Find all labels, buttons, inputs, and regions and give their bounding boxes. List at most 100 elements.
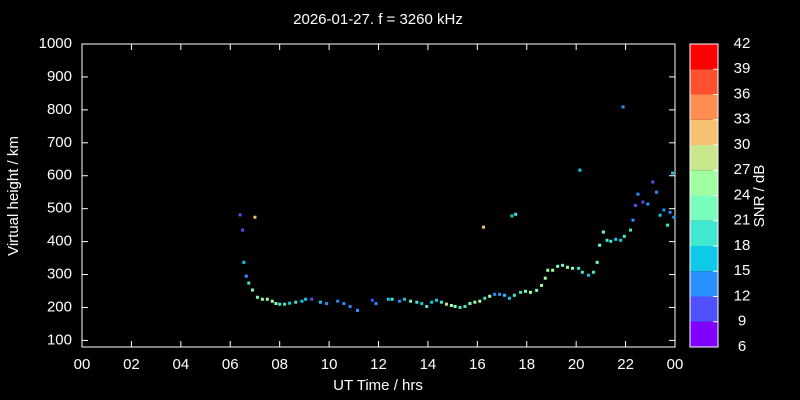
data-point [546,268,550,272]
x-tick-label: 08 [271,356,288,373]
data-point [631,218,635,222]
colorbar-tick-label: 21 [734,212,751,229]
data-point [633,203,637,207]
data-point [566,265,570,269]
data-point [598,243,602,247]
data-point [519,290,523,294]
colorbar-cell [690,69,718,95]
data-point [283,302,287,306]
data-point [425,304,429,308]
data-point [294,300,298,304]
data-point [595,260,599,264]
data-point [524,289,528,293]
colorbar-tick-label: 42 [734,35,751,52]
data-point [601,230,605,234]
data-point [304,297,308,301]
x-tick-label: 10 [321,356,338,373]
y-tick-label: 400 [47,233,72,250]
colorbar-tick-label: 30 [734,136,751,153]
data-point [528,290,532,294]
data-point [651,180,655,184]
colorbar-cell [690,44,718,70]
x-tick-label: 06 [222,356,239,373]
x-tick-label: 14 [420,356,437,373]
x-tick-label: 18 [518,356,535,373]
data-point [463,304,467,308]
data-point [605,238,609,242]
data-point [580,270,584,274]
data-point [672,215,676,219]
data-point [390,297,394,301]
data-point [507,296,511,300]
colorbar-tick-label: 9 [738,313,746,330]
x-tick-label: 16 [469,356,486,373]
colorbar-label: SNR / dB [751,165,768,228]
colorbar-cell [690,246,718,272]
data-point [646,202,650,206]
x-tick-label: 12 [370,356,387,373]
x-tick-label: 22 [617,356,634,373]
colorbar-cell [690,94,718,120]
data-point [587,273,591,277]
data-point [310,297,314,301]
y-tick-label: 600 [47,167,72,184]
colorbar-tick-label: 24 [734,186,751,203]
data-point [386,297,390,301]
data-point [449,304,453,308]
data-point [654,190,658,194]
data-point [629,228,633,232]
data-point [242,260,246,264]
data-point [483,296,487,300]
data-point [253,215,257,219]
data-point [614,237,618,241]
colorbar-tick-label: 6 [738,338,746,355]
x-tick-label: 00 [667,356,684,373]
data-point [415,300,419,304]
data-point [658,213,662,217]
data-point [402,297,406,301]
y-tick-label: 100 [47,331,72,348]
x-tick-label: 00 [74,356,91,373]
colorbar-cell [690,170,718,196]
data-point [498,292,502,296]
data-point [551,268,555,272]
data-point [278,302,282,306]
data-point [288,301,292,305]
x-tick-label: 04 [172,356,189,373]
data-point [270,299,274,303]
data-point [622,234,626,238]
data-point [440,300,444,304]
data-point [260,297,264,301]
data-point [503,293,507,297]
data-point [409,299,413,303]
x-tick-label: 02 [123,356,140,373]
data-point [435,298,439,302]
colorbar-tick-label: 39 [734,60,751,77]
data-point [244,274,248,278]
data-point [609,239,613,243]
data-point [619,238,623,242]
colorbar-cell [690,321,718,347]
data-point [561,263,565,267]
data-point [621,105,625,109]
y-tick-label: 900 [47,68,72,85]
colorbar-cell [690,119,718,145]
data-point [641,200,645,204]
data-point [374,302,378,306]
y-tick-label: 300 [47,266,72,283]
colorbar-cell [690,145,718,171]
data-point [662,208,666,212]
data-point [250,288,254,292]
chart-title: 2026-01-27. f = 3260 kHz [293,11,463,28]
colorbar-tick-label: 33 [734,111,751,128]
data-point [342,302,346,306]
y-tick-label: 1000 [39,35,72,52]
data-point [325,302,329,306]
colorbar-cell [690,296,718,322]
data-point [535,288,539,292]
data-point [318,300,322,304]
data-point [444,302,448,306]
colorbar-tick-label: 36 [734,85,751,102]
colorbar-tick-label: 18 [734,237,751,254]
